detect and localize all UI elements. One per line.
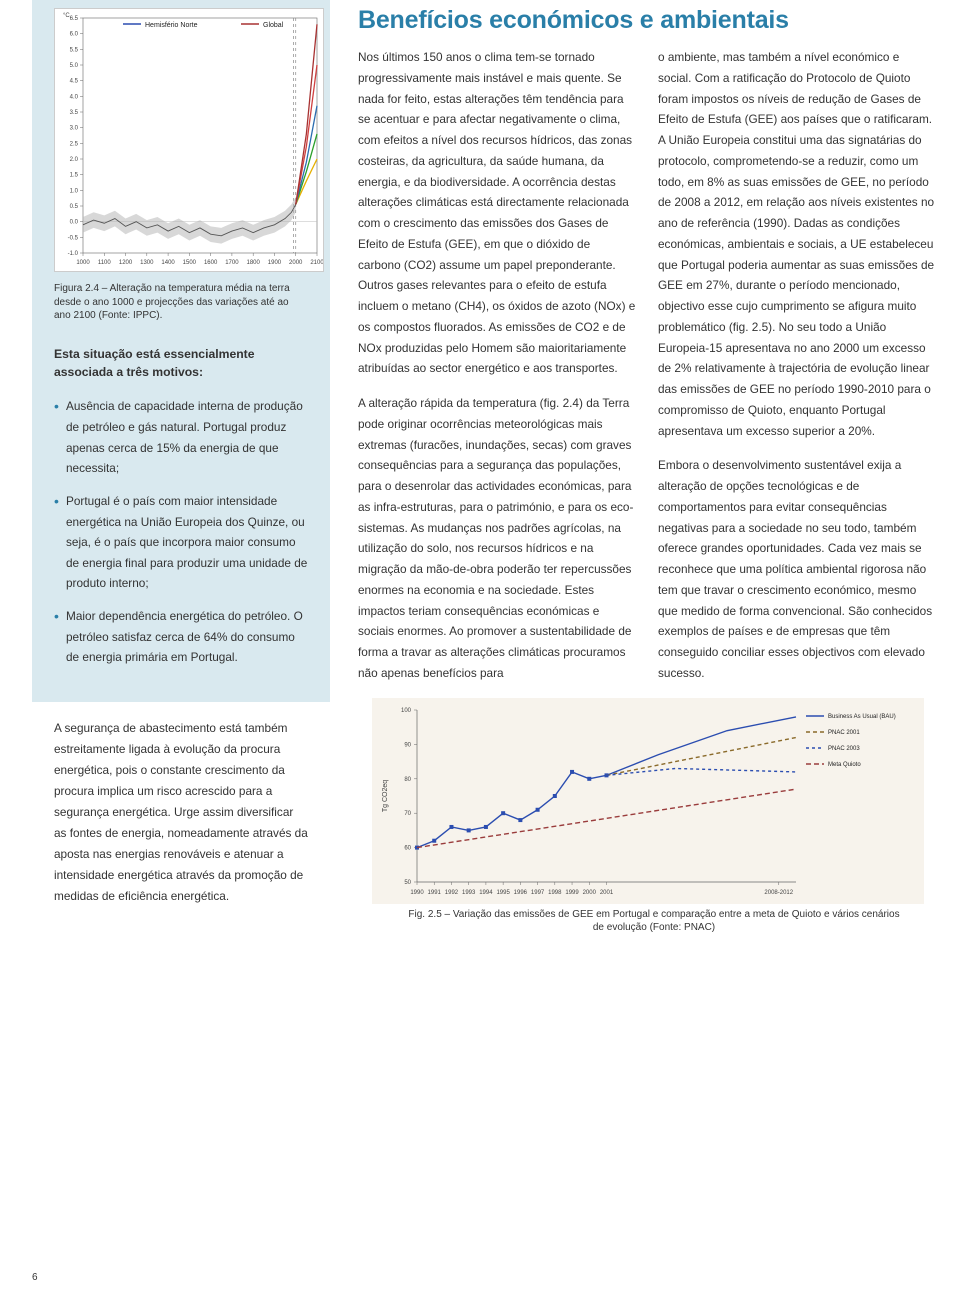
svg-text:1999: 1999 xyxy=(565,890,579,896)
svg-text:100: 100 xyxy=(401,708,412,714)
svg-text:1700: 1700 xyxy=(225,260,239,266)
bullet-list: Ausência de capacidade interna de produç… xyxy=(54,396,308,668)
main-heading: Benefícios económicos e ambientais xyxy=(358,6,936,35)
svg-text:1993: 1993 xyxy=(462,890,476,896)
svg-text:PNAC 2003: PNAC 2003 xyxy=(828,746,860,752)
svg-text:1991: 1991 xyxy=(428,890,442,896)
svg-text:3.0: 3.0 xyxy=(70,126,79,132)
bullet-intro: Esta situação está essencialmente associ… xyxy=(54,345,308,383)
svg-text:1900: 1900 xyxy=(268,260,282,266)
svg-text:2000: 2000 xyxy=(583,890,597,896)
bullet-item: Portugal é o país com maior intensidade … xyxy=(54,491,308,594)
svg-text:Hemisfério Norte: Hemisfério Norte xyxy=(145,22,198,29)
svg-text:1992: 1992 xyxy=(445,890,459,896)
svg-text:80: 80 xyxy=(404,776,411,782)
col1-para1: Nos últimos 150 anos o clima tem-se torn… xyxy=(358,47,636,379)
svg-text:90: 90 xyxy=(404,742,411,748)
svg-text:PNAC 2001: PNAC 2001 xyxy=(828,730,860,736)
security-paragraph: A segurança de abastecimento está também… xyxy=(54,718,308,907)
svg-text:Business As Usual (BAU): Business As Usual (BAU) xyxy=(828,714,896,720)
page-number: 6 xyxy=(32,1272,38,1283)
figure-2-5-caption: Fig. 2.5 – Variação das emissões de GEE … xyxy=(372,908,936,935)
svg-text:4.0: 4.0 xyxy=(70,94,79,100)
svg-text:1500: 1500 xyxy=(183,260,197,266)
svg-text:2000: 2000 xyxy=(289,260,303,266)
svg-text:1400: 1400 xyxy=(161,260,175,266)
svg-text:5.5: 5.5 xyxy=(70,47,79,53)
svg-text:2001: 2001 xyxy=(600,890,614,896)
left-lower-paragraph: A segurança de abastecimento está também… xyxy=(32,718,330,907)
left-column: -1.0 -0.5 0.0 0.5 1.0 1.5 2.0 2.5 3.0 3.5 4.0 4.5 5.… xyxy=(0,0,352,935)
right-area: Benefícios económicos e ambientais Nos ú… xyxy=(352,0,936,935)
svg-text:1.0: 1.0 xyxy=(70,188,79,194)
col2-para1: o ambiente, mas também a nível económico… xyxy=(658,47,936,441)
svg-text:2100: 2100 xyxy=(310,260,323,266)
figure-2-4-caption: Figura 2.4 – Alteração na temperatura mé… xyxy=(54,282,308,323)
page: -1.0 -0.5 0.0 0.5 1.0 1.5 2.0 2.5 3.0 3.5 4.0 4.5 5.… xyxy=(0,0,960,935)
left-blue-panel: -1.0 -0.5 0.0 0.5 1.0 1.5 2.0 2.5 3.0 3.5 4.0 4.5 5.… xyxy=(32,0,330,702)
svg-text:6.5: 6.5 xyxy=(70,16,79,22)
svg-text:1600: 1600 xyxy=(204,260,218,266)
svg-text:6.0: 6.0 xyxy=(70,32,79,38)
svg-text:1998: 1998 xyxy=(548,890,562,896)
svg-text:3.5: 3.5 xyxy=(70,110,79,116)
svg-text:70: 70 xyxy=(404,811,411,817)
figure-2-5-chart: 5060708090100Tg CO2eq1990199119921993199… xyxy=(372,698,924,904)
svg-text:2.5: 2.5 xyxy=(70,141,79,147)
svg-text:1.5: 1.5 xyxy=(70,173,79,179)
svg-text:Meta Quioto: Meta Quioto xyxy=(828,762,861,768)
body-columns: Nos últimos 150 anos o clima tem-se torn… xyxy=(358,47,936,935)
svg-text:Global: Global xyxy=(263,22,284,29)
svg-text:5.0: 5.0 xyxy=(70,63,79,69)
svg-text:1995: 1995 xyxy=(496,890,510,896)
col1-para2: A alteração rápida da temperatura (fig. … xyxy=(358,393,636,684)
svg-text:0.0: 0.0 xyxy=(70,220,79,226)
figure-2-5-wrap: 5060708090100Tg CO2eq1990199119921993199… xyxy=(372,698,936,935)
body-column-2: o ambiente, mas também a nível económico… xyxy=(658,47,936,935)
svg-text:60: 60 xyxy=(404,845,411,851)
svg-text:2.0: 2.0 xyxy=(70,157,79,163)
bullet-item: Maior dependência energética do petróleo… xyxy=(54,606,308,668)
svg-text:Tg CO2eq: Tg CO2eq xyxy=(382,779,389,811)
svg-text:50: 50 xyxy=(404,880,411,886)
svg-text:1996: 1996 xyxy=(514,890,528,896)
col2-para2: Embora o desenvolvimento sustentável exi… xyxy=(658,455,936,683)
svg-text:1800: 1800 xyxy=(247,260,261,266)
svg-text:1990: 1990 xyxy=(410,890,424,896)
bullet-item: Ausência de capacidade interna de produç… xyxy=(54,396,308,479)
figure-2-4-chart: -1.0 -0.5 0.0 0.5 1.0 1.5 2.0 2.5 3.0 3.5 4.0 4.5 5.… xyxy=(54,8,324,272)
svg-text:2008-2012: 2008-2012 xyxy=(764,890,793,896)
svg-text:1994: 1994 xyxy=(479,890,493,896)
svg-text:1200: 1200 xyxy=(119,260,133,266)
svg-text:1300: 1300 xyxy=(140,260,154,266)
svg-text:1000: 1000 xyxy=(76,260,90,266)
svg-text:0.5: 0.5 xyxy=(70,204,79,210)
svg-text:°C: °C xyxy=(63,13,70,19)
svg-text:-0.5: -0.5 xyxy=(68,235,79,241)
svg-text:1997: 1997 xyxy=(531,890,545,896)
svg-text:1100: 1100 xyxy=(98,260,112,266)
svg-text:-1.0: -1.0 xyxy=(68,251,79,257)
svg-text:4.5: 4.5 xyxy=(70,79,79,85)
